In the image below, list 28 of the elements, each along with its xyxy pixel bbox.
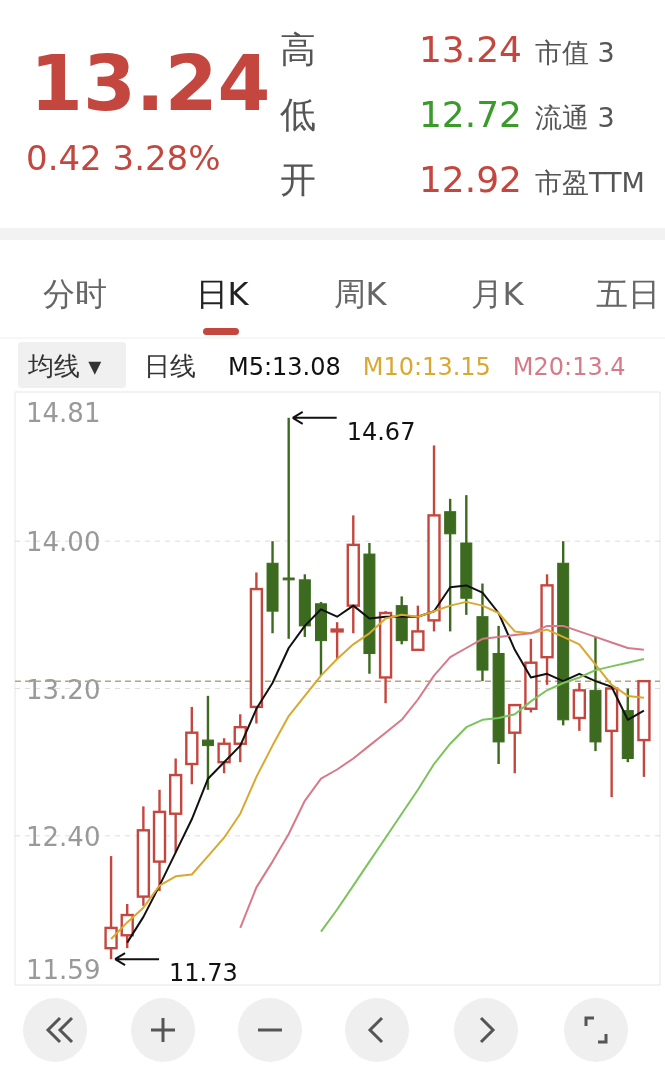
y-tick-label: 14.00 [26,527,101,558]
text: 开 [280,159,316,200]
y-tick-label: 12.40 [26,821,101,852]
text: 日线 [144,351,196,381]
text: 市盈TTM [535,167,645,198]
text: 均线 ▾ [27,351,102,381]
annotation: 11.73 [169,959,238,988]
text: 日K [195,275,250,313]
text: 市值 3 [535,37,615,68]
text: 低 [280,94,316,135]
text: 五日 [596,275,660,313]
text: 周K [333,275,388,313]
annotation: 14.67 [346,417,416,446]
y-tick-label: 13.20 [26,674,101,705]
y-tick-label: 14.81 [26,398,101,428]
y-tick-label: 11.59 [26,955,101,985]
change: 0.42 3.28% [26,138,221,178]
text: 高 [280,29,316,70]
text: M10:13.15 [362,353,491,381]
text: 13.24 [418,29,522,70]
text: M20:13.4 [512,353,626,381]
text: 月K [470,275,525,313]
text: 流通 3 [535,102,615,133]
text: 12.92 [418,159,522,200]
text: 12.72 [418,94,522,135]
text: 分时 [43,275,107,313]
text: M5:13.08 [228,353,341,381]
price: 13.24 [30,39,271,128]
